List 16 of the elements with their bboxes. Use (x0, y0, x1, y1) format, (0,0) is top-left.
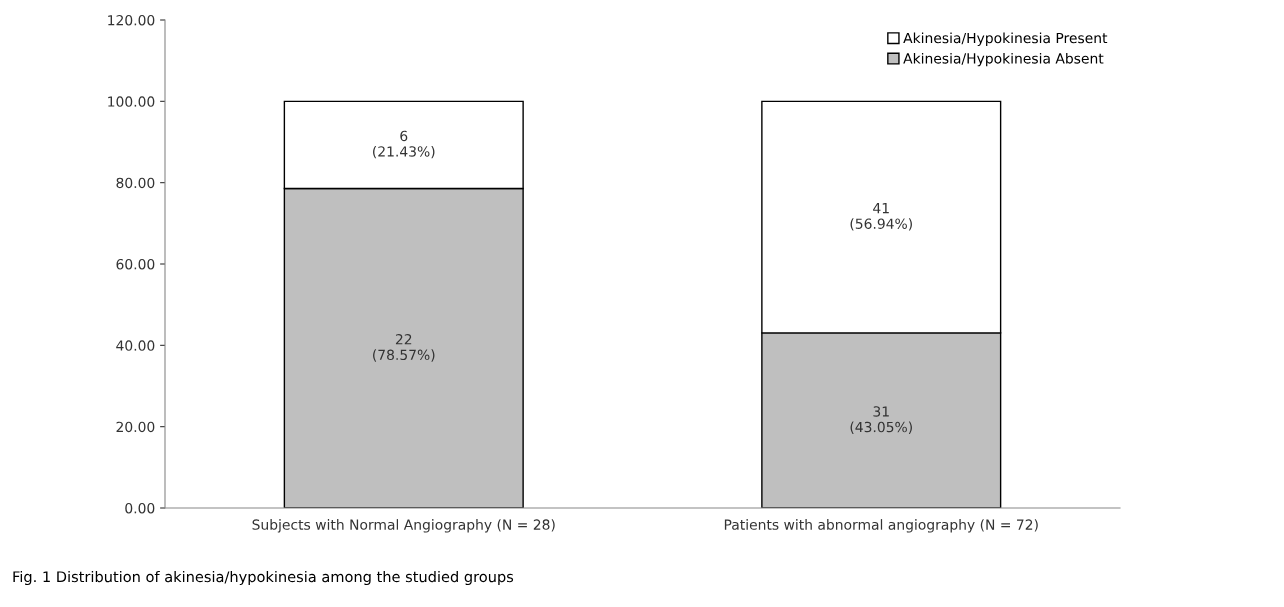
x-tick-label: Subjects with Normal Angiography (N = 28) (252, 519, 555, 533)
x-tick-label: Patients with abnormal angiography (N = 72) (724, 519, 1038, 533)
data-label: 6 (21.43%) (373, 130, 435, 159)
y-tick-label: 40.00 (116, 340, 155, 351)
y-tick-label: 60.00 (116, 258, 155, 270)
y-tick-label: 80.00 (116, 177, 155, 189)
legend-label: Akinesia/Hypokinesia Absent (903, 52, 1104, 67)
data-label: 31 (43.05%) (850, 406, 912, 434)
y-tick-label: 20.00 (116, 421, 155, 433)
legend-label: Akinesia/Hypokinesia Present (903, 32, 1108, 46)
data-label: 22 (78.57%) (373, 333, 435, 362)
y-tick-label: 100.00 (108, 96, 155, 107)
caption: Fig. 1 Distribution of akinesia/hypokinesia among the studied groups (13, 570, 514, 586)
data-label: 41 (56.94%) (850, 203, 912, 231)
y-tick-label: 0.00 (125, 502, 155, 514)
y-tick-label: 120.00 (108, 14, 155, 26)
